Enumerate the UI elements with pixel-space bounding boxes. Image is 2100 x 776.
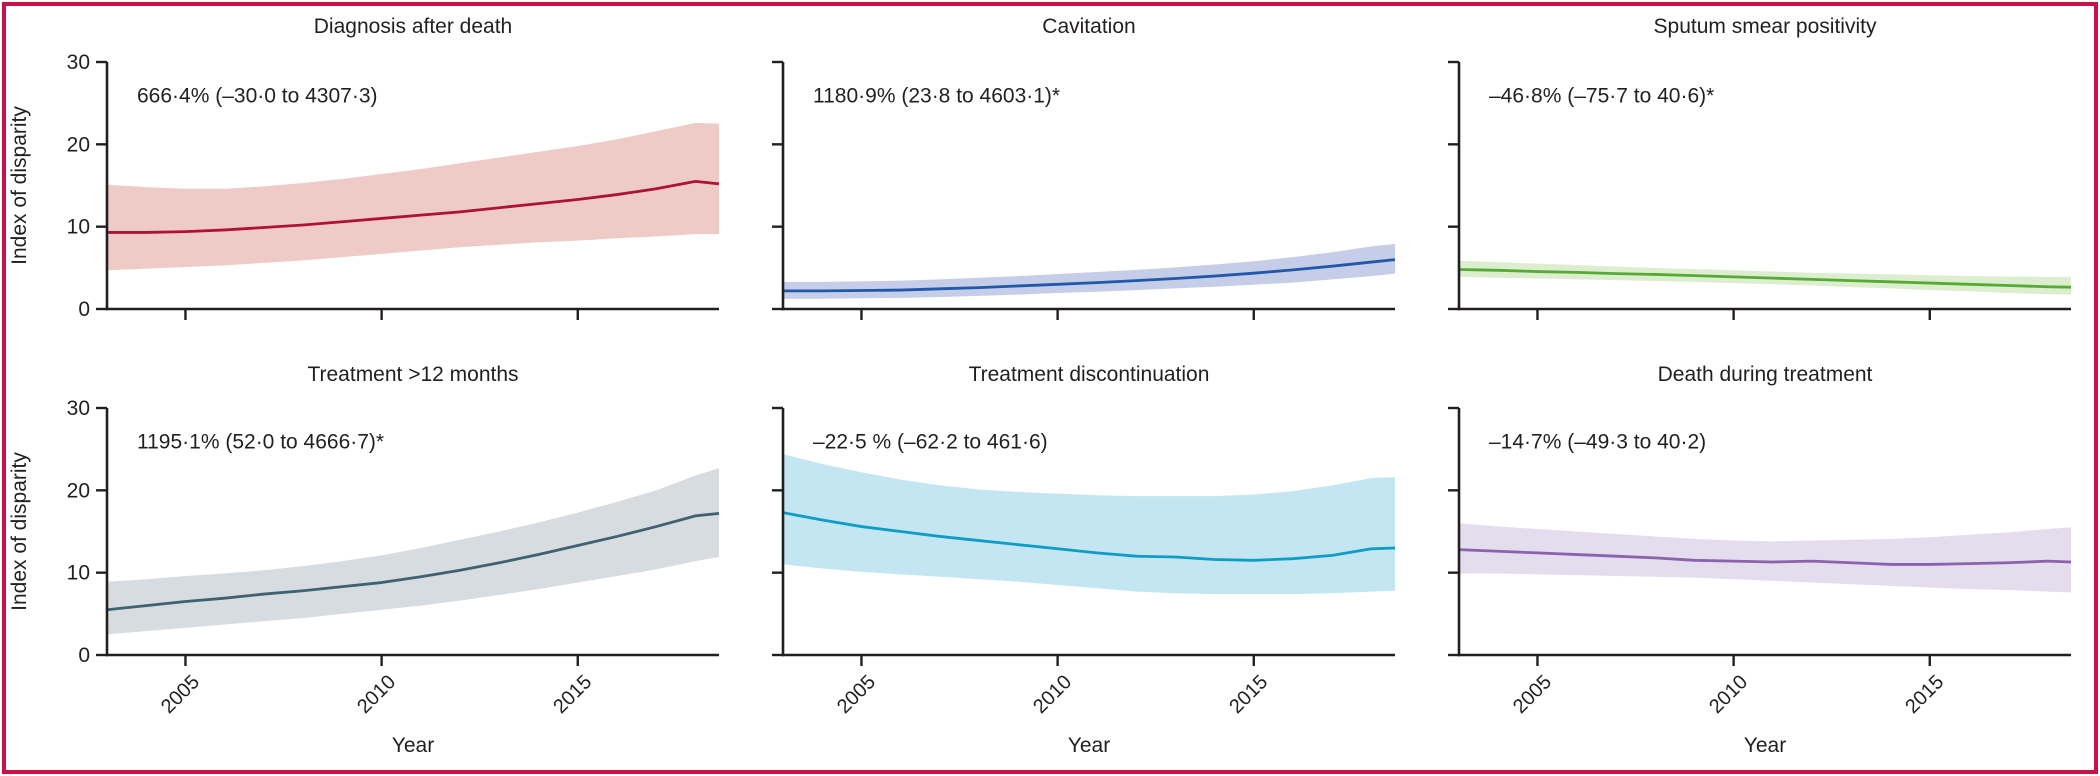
x-axis-label: Year	[1744, 734, 1786, 757]
panel-title: Sputum smear positivity	[1654, 15, 1877, 38]
confidence-band	[1459, 523, 2071, 593]
x-tick-label: 2005	[1509, 671, 1556, 718]
panel-title: Cavitation	[1042, 15, 1135, 38]
annotation-label: 1195·1% (52·0 to 4666·7)*	[137, 431, 384, 454]
x-axis-label: Year	[392, 734, 434, 757]
x-tick-label: 2010	[1029, 671, 1076, 718]
trend-line	[106, 511, 720, 612]
x-tick-label: 2015	[1901, 671, 1948, 718]
trend-line	[107, 179, 720, 234]
trend-line	[1458, 268, 2072, 289]
trend-line	[1458, 548, 2072, 566]
panel-title: Treatment >12 months	[307, 363, 518, 386]
x-tick-label: 2015	[1225, 671, 1272, 718]
annotation-label: 1180·9% (23·8 to 4603·1)*	[813, 85, 1060, 108]
confidence-band	[107, 122, 719, 271]
panel-death-during-treatment: 2005 2010 2015 Year Death during treatment –1…	[1448, 363, 2072, 757]
x-tick-label: 2005	[157, 671, 204, 718]
trend-line	[783, 258, 1396, 293]
annotation-label: –46·8% (–75·7 to 40·6)*	[1489, 85, 1714, 108]
panel-treatment-discontinuation: 2005 2010 2015 Year Treatment discontinuatio…	[772, 363, 1396, 757]
confidence-band	[107, 468, 719, 635]
y-tick-label: 20	[67, 133, 90, 156]
x-tick-label: 2010	[353, 671, 400, 718]
confidence-band	[783, 243, 1395, 299]
confidence-band	[783, 454, 1395, 595]
annotation-label: –14·7% (–49·3 to 40·2)	[1489, 431, 1706, 454]
y-tick-label: 0	[78, 298, 90, 321]
y-tick-label: 30	[67, 397, 90, 420]
x-tick-label: 2015	[549, 671, 596, 718]
panel-treatment-gt-12-months: 0 10 20 30 2005 2010 2015 Index of disparity Yea…	[8, 363, 720, 757]
y-tick-label: 0	[78, 644, 90, 667]
annotation-label: 666·4% (–30·0 to 4307·3)	[137, 85, 378, 108]
x-tick-label: 2005	[833, 671, 880, 718]
panel-cavitation: Cavitation 1180·9% (23·8 to 4603·1)*	[772, 15, 1396, 320]
x-tick-label: 2010	[1705, 671, 1752, 718]
panel-title: Diagnosis after death	[314, 15, 512, 38]
y-tick-label: 20	[67, 479, 90, 502]
panel-diagnosis-after-death: 0 10 20 30 Index of disparity Diagnosis after…	[8, 15, 720, 321]
y-axis-label: Index of disparity	[8, 452, 31, 611]
panel-sputum-smear-positivity: Sputum smear positivity –46·8% (–75·7 to …	[1448, 15, 2072, 320]
annotation-label: –22·5 % (–62·2 to 461·6)	[813, 431, 1048, 454]
panel-title: Death during treatment	[1658, 363, 1873, 386]
y-tick-label: 30	[67, 51, 90, 74]
y-axis-label: Index of disparity	[8, 106, 31, 265]
trend-line	[782, 511, 1396, 562]
x-axis-label: Year	[1068, 734, 1110, 757]
y-tick-label: 10	[67, 562, 90, 585]
y-tick-label: 10	[67, 216, 90, 239]
panel-title: Treatment discontinuation	[969, 363, 1210, 386]
